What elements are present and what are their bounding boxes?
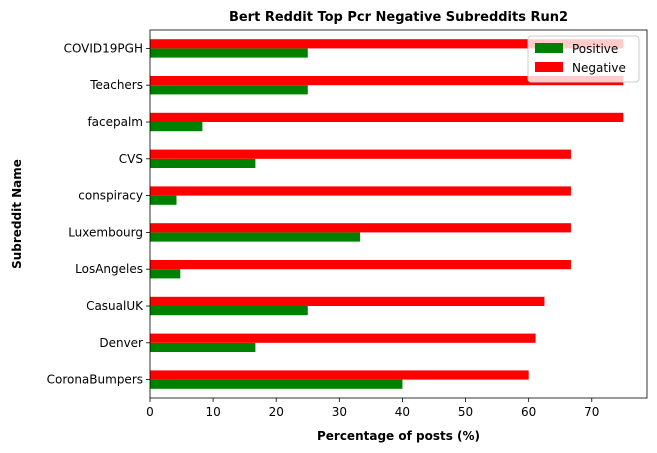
y-ticks: CoronaBumpers Denver CasualUK LosAngeles Lux…: [47, 41, 150, 387]
y-tick-label: Denver: [99, 336, 143, 350]
y-tick-label: COVID19PGH: [64, 41, 143, 55]
x-tick-label: 20: [269, 405, 284, 419]
bar-negative-luxembourg: [150, 223, 571, 233]
chart-title: Bert Reddit Top Pcr Negative Subreddits …: [229, 10, 568, 25]
x-ticks: 0 10 20 30 40 50 60 70: [146, 398, 599, 419]
bar-positive-conspiracy: [150, 195, 177, 205]
bar-negative-covid19pgh: [150, 39, 624, 49]
x-tick-label: 0: [146, 405, 154, 419]
x-tick-label: 70: [584, 405, 599, 419]
legend-swatch-positive: [535, 43, 563, 53]
y-tick-label: CasualUK: [86, 299, 144, 313]
legend: Positive Negative: [527, 35, 640, 83]
bar-negative-conspiracy: [150, 186, 571, 196]
x-tick-label: 60: [521, 405, 536, 419]
bar-negative-denver: [150, 333, 536, 343]
bars-group: [150, 39, 624, 389]
bar-positive-covid19pgh: [150, 48, 308, 58]
y-tick-label: facepalm: [87, 115, 143, 129]
y-tick-label: LosAngeles: [75, 262, 143, 276]
bar-positive-cvs: [150, 158, 256, 168]
legend-swatch-negative: [535, 62, 563, 72]
bar-negative-casualuk: [150, 296, 545, 306]
bar-negative-cvs: [150, 149, 571, 159]
bar-negative-facepalm: [150, 112, 624, 122]
bar-negative-teachers: [150, 76, 624, 86]
bar-positive-casualuk: [150, 306, 308, 316]
bar-positive-luxembourg: [150, 232, 361, 242]
x-tick-label: 50: [458, 405, 473, 419]
y-tick-label: Luxembourg: [68, 225, 143, 239]
y-tick-label: Teachers: [89, 78, 143, 92]
legend-label-negative: Negative: [572, 61, 626, 75]
x-tick-label: 40: [395, 405, 410, 419]
x-axis-label: Percentage of posts (%): [317, 429, 480, 443]
x-tick-label: 30: [332, 405, 347, 419]
x-tick-label: 10: [205, 405, 220, 419]
bar-positive-coronabumpers: [150, 379, 403, 389]
legend-label-positive: Positive: [572, 42, 618, 56]
plot-frame: [149, 29, 648, 399]
bar-positive-denver: [150, 342, 256, 352]
bar-negative-coronabumpers: [150, 370, 529, 380]
bar-positive-teachers: [150, 85, 308, 95]
y-axis-label: Subreddit Name: [10, 159, 24, 269]
y-tick-label: conspiracy: [78, 189, 143, 203]
bar-positive-losangeles: [150, 269, 181, 279]
bar-negative-losangeles: [150, 260, 571, 270]
y-tick-label: CVS: [119, 152, 143, 166]
bar-positive-facepalm: [150, 122, 203, 132]
y-tick-label: CoronaBumpers: [47, 373, 143, 387]
